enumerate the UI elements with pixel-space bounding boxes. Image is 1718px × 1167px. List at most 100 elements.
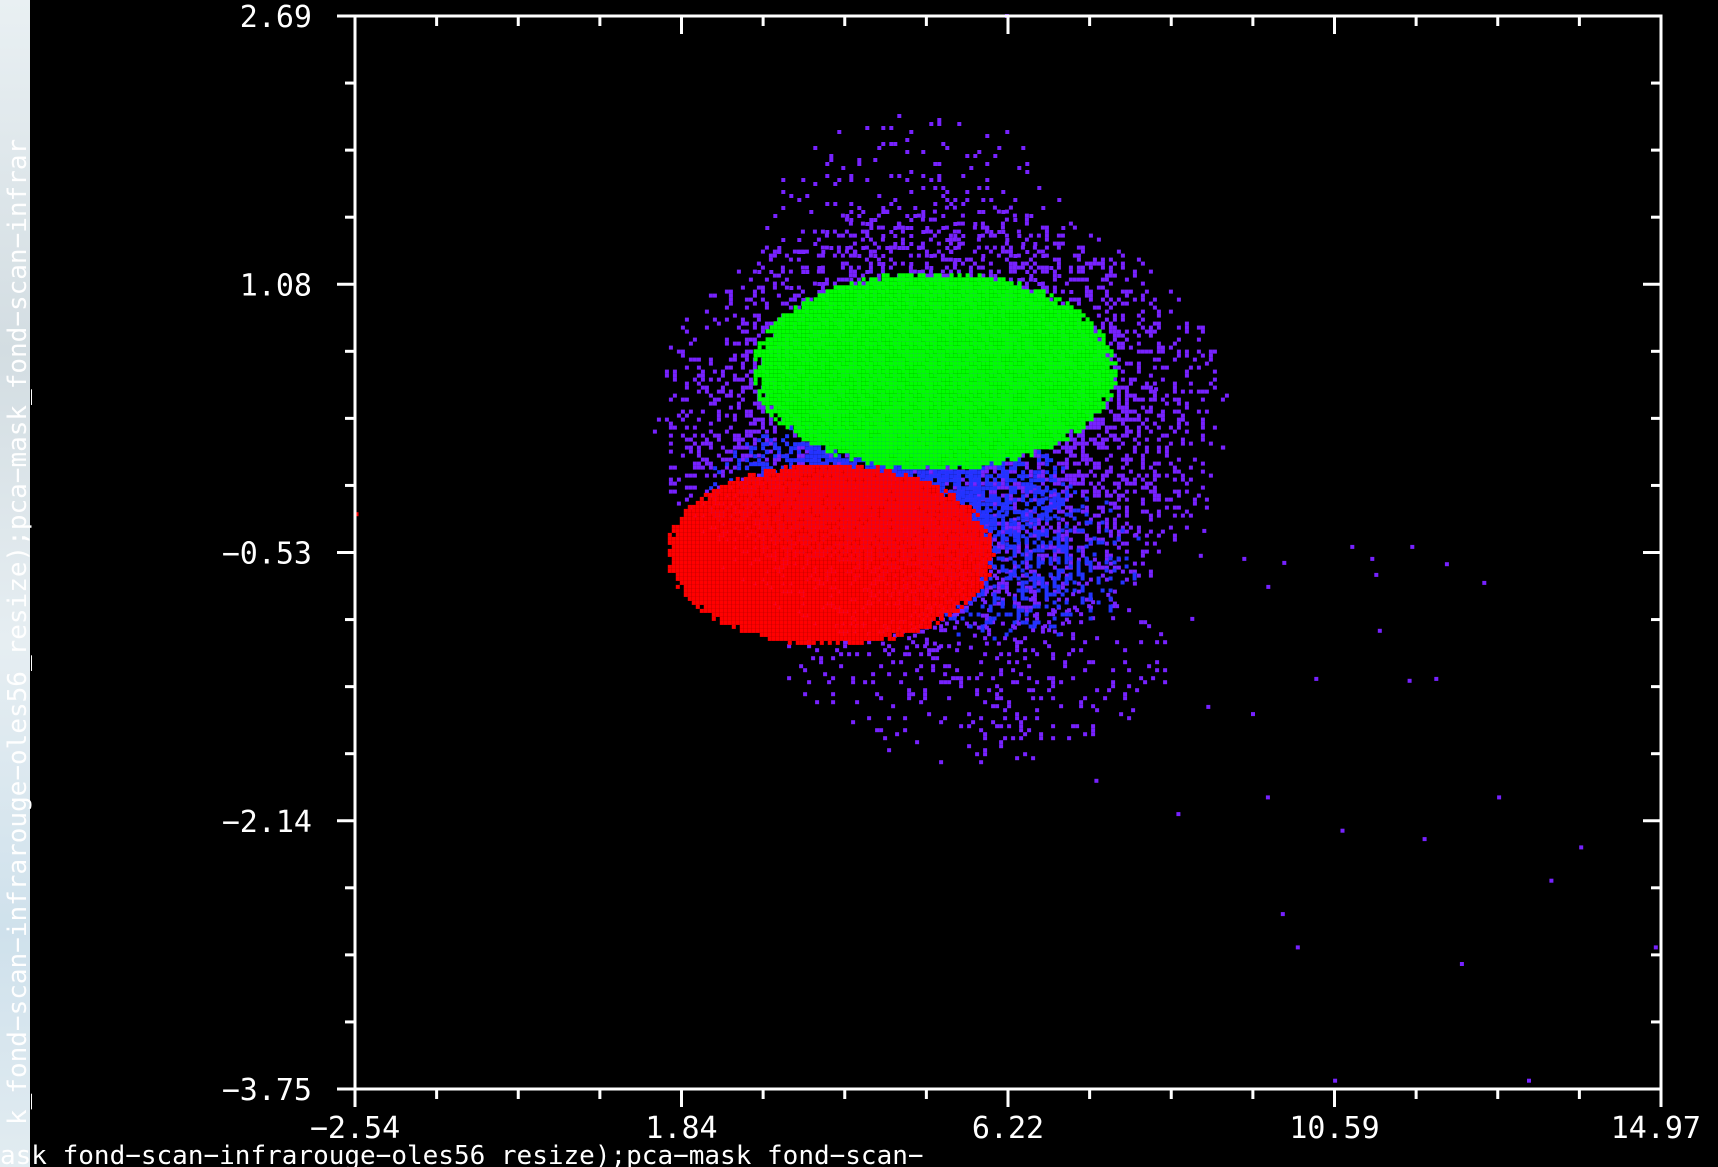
data-point — [829, 246, 834, 250]
data-point — [720, 445, 725, 450]
data-point — [924, 641, 929, 646]
data-point — [907, 688, 912, 693]
data-point — [1052, 565, 1057, 570]
data-point — [909, 242, 914, 246]
data-point — [928, 229, 933, 234]
data-point — [1072, 529, 1077, 534]
data-point — [860, 229, 865, 234]
data-point — [1024, 221, 1029, 226]
data-point — [1152, 485, 1157, 490]
data-point — [1314, 676, 1319, 681]
data-point — [1071, 592, 1076, 597]
data-point — [740, 285, 745, 290]
data-point — [936, 241, 941, 246]
data-point — [1080, 445, 1085, 450]
data-point — [887, 672, 892, 677]
data-point — [1015, 620, 1020, 625]
data-point — [1017, 234, 1022, 238]
data-point — [1202, 528, 1207, 533]
data-point — [1108, 409, 1113, 414]
data-point — [856, 277, 861, 282]
data-point — [945, 146, 950, 150]
data-point — [1156, 325, 1161, 330]
data-point — [1064, 609, 1069, 614]
data-point — [873, 158, 878, 162]
data-point — [869, 218, 874, 222]
data-point — [881, 262, 886, 266]
data-point — [696, 445, 701, 450]
data-point — [716, 377, 721, 382]
data-point — [1052, 269, 1057, 274]
data-point — [1015, 756, 1020, 761]
data-point — [1104, 493, 1109, 498]
data-point — [820, 253, 825, 258]
data-point — [1104, 445, 1109, 450]
data-point — [1148, 465, 1153, 470]
data-point — [1212, 349, 1217, 354]
data-point — [1064, 449, 1069, 454]
data-point — [1128, 393, 1133, 398]
data-point — [801, 298, 806, 302]
data-point — [1012, 269, 1017, 274]
data-point — [696, 417, 701, 422]
data-point — [1044, 237, 1049, 242]
data-point — [973, 154, 978, 158]
data-point — [1100, 485, 1105, 490]
data-point — [1168, 345, 1173, 350]
data-point — [983, 752, 988, 757]
data-point — [1072, 297, 1077, 302]
data-point — [959, 680, 964, 685]
data-point — [1060, 489, 1065, 494]
data-point — [1108, 305, 1113, 310]
data-point — [955, 648, 960, 653]
data-point — [1068, 509, 1073, 514]
data-point — [860, 237, 865, 242]
data-point — [700, 441, 705, 446]
data-point — [905, 150, 910, 154]
data-point — [736, 269, 741, 274]
data-point — [1008, 245, 1013, 250]
data-point — [1176, 297, 1181, 302]
data-point — [760, 285, 765, 290]
data-point — [764, 305, 769, 310]
data-point — [708, 377, 713, 382]
data-point — [1056, 525, 1061, 530]
data-point — [720, 389, 725, 394]
data-point — [816, 253, 821, 258]
data-point — [1000, 597, 1005, 602]
data-point — [1064, 457, 1069, 462]
data-point — [728, 389, 733, 394]
data-point — [1016, 265, 1021, 270]
data-point — [1196, 325, 1201, 330]
data-point — [740, 445, 745, 450]
data-point — [736, 341, 741, 346]
data-point — [1051, 652, 1056, 657]
data-point — [865, 270, 870, 274]
data-point — [996, 521, 1001, 526]
data-point — [1068, 453, 1073, 458]
data-point — [1160, 377, 1165, 382]
data-point — [1016, 601, 1021, 606]
data-point — [752, 437, 757, 442]
data-point — [1116, 357, 1121, 362]
data-point — [668, 489, 673, 494]
data-point — [964, 257, 969, 262]
data-point — [1096, 285, 1101, 290]
data-point — [1180, 473, 1185, 478]
data-point — [1127, 716, 1132, 721]
data-point — [932, 625, 937, 630]
data-point — [1172, 341, 1177, 346]
data-point — [999, 740, 1004, 745]
data-point — [853, 250, 858, 254]
data-point — [960, 213, 965, 218]
data-point — [1116, 473, 1121, 478]
data-point — [849, 278, 854, 282]
data-point — [1120, 433, 1125, 438]
data-point — [724, 317, 729, 322]
data-point — [801, 178, 806, 182]
data-point — [1124, 577, 1129, 582]
data-point — [941, 194, 946, 198]
data-point — [1140, 293, 1145, 298]
data-point — [839, 652, 844, 657]
data-point — [1152, 421, 1157, 426]
